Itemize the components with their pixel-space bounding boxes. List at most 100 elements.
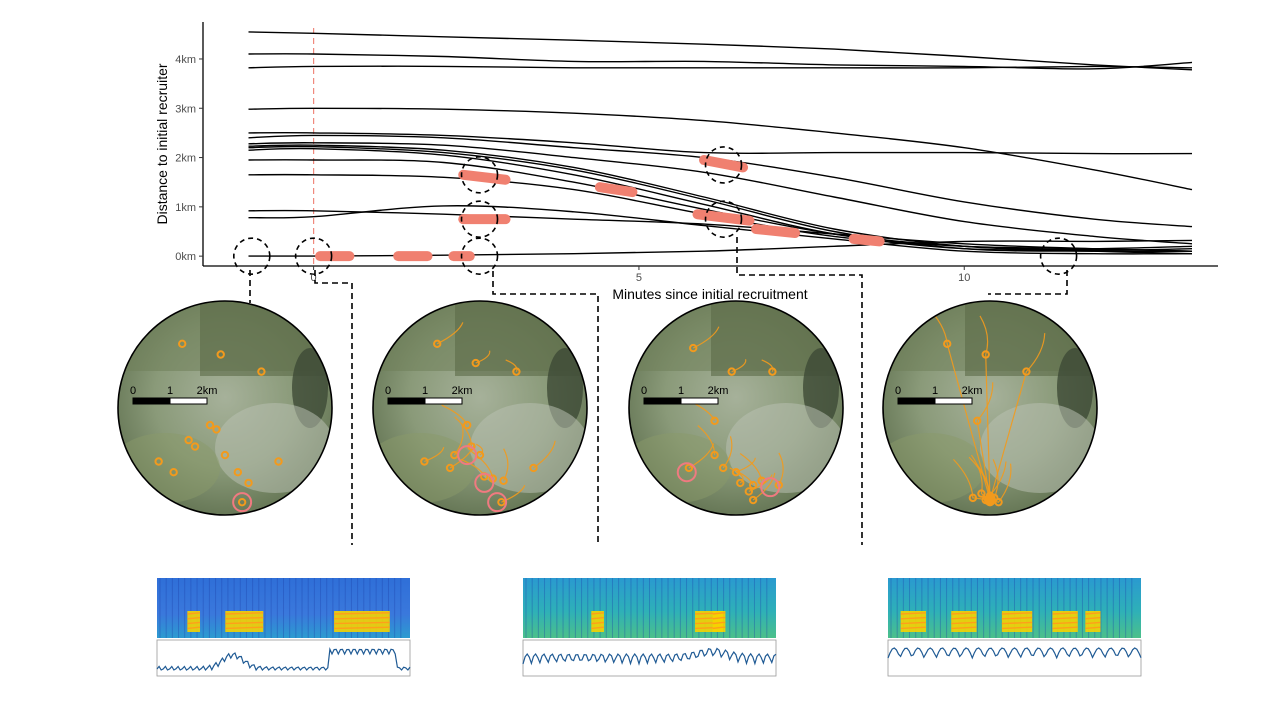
individual-marker — [216, 350, 225, 359]
scale-bar-dark — [387, 397, 426, 405]
spectrogram-harmonic — [591, 612, 605, 615]
terrain-patch — [215, 403, 332, 493]
individual-marker — [710, 416, 719, 426]
spectrogram-harmonic — [951, 626, 977, 630]
individual-marker — [943, 339, 952, 348]
individual-marker — [274, 457, 283, 466]
highlight-segment-10 — [848, 233, 885, 247]
individual-marker — [748, 495, 758, 505]
spectrogram-harmonic — [900, 612, 926, 615]
individual-marker — [744, 487, 754, 496]
zoom-marker-8 — [1039, 237, 1078, 275]
individual-marker — [462, 420, 472, 430]
individual-marker — [736, 478, 745, 488]
scale-bar-dark — [132, 397, 171, 405]
spectrogram-energy — [591, 611, 604, 632]
movement-track — [761, 359, 774, 372]
spectrogram-energy — [1085, 611, 1101, 632]
spectrogram-energy — [712, 611, 723, 632]
spectrogram-harmonic — [1085, 626, 1101, 630]
map-border — [628, 300, 844, 516]
spectrogram-energy — [1052, 611, 1078, 632]
terrain-patch — [883, 433, 985, 503]
scale-bar-dark — [643, 397, 682, 405]
spectrogram-panel-1 — [156, 578, 411, 677]
individual-marker — [1022, 367, 1031, 376]
spectrogram-harmonic — [1001, 621, 1033, 625]
spectrogram-harmonic — [591, 616, 605, 620]
y-tick-label: 2km — [175, 153, 196, 165]
spectrogram-harmonic — [1052, 612, 1078, 615]
series-line-5 — [248, 132, 1193, 155]
waveform-background — [887, 639, 1142, 677]
spectrogram-harmonic — [712, 612, 723, 615]
waveform-trace — [522, 647, 777, 666]
map-border — [117, 300, 333, 516]
waveform-trace — [156, 647, 411, 672]
spectrogram-harmonic — [712, 616, 723, 620]
individual-marker — [731, 468, 741, 477]
spectrogram-harmonic — [187, 612, 201, 615]
spectrogram-energy — [225, 611, 264, 632]
recruiter-highlight — [474, 472, 495, 493]
individual-marker — [154, 457, 163, 466]
series-line-2 — [248, 53, 1193, 70]
spectrogram-harmonic — [1085, 621, 1101, 625]
individual-marker — [977, 489, 986, 498]
spectrogram-energy — [334, 611, 390, 632]
scale-bar-dark — [897, 397, 936, 405]
group-cluster — [984, 494, 996, 507]
x-axis-label: Minutes since initial recruitment — [612, 286, 807, 302]
map-border — [882, 300, 1098, 516]
individual-marker — [471, 358, 480, 368]
connector-line — [988, 270, 1068, 295]
y-axis-label: Distance to initial recruiter — [154, 63, 170, 224]
series-line-3 — [248, 65, 1193, 69]
highlight-segment-7 — [698, 155, 749, 173]
terrain-patch — [980, 403, 1097, 493]
spectrogram-energy — [951, 611, 977, 632]
spectrogram-harmonic — [1001, 626, 1033, 630]
recruiter-highlight — [676, 462, 697, 483]
y-tick-label: 1km — [175, 202, 196, 214]
map-inset-3: 0 1 2km — [628, 300, 844, 516]
spectrogram-harmonic — [187, 626, 201, 630]
zoom-marker-1 — [232, 237, 271, 275]
spectrogram-harmonic — [951, 621, 977, 625]
map-inset-1: 0 1 2km — [117, 300, 333, 516]
zoom-marker-7 — [704, 200, 743, 238]
highlight-segment-4 — [458, 169, 511, 185]
x-tick-label: 10 — [958, 272, 970, 284]
scale-bar-label: 1 — [422, 385, 428, 397]
spectrogram-energy — [900, 611, 926, 632]
individual-marker — [981, 350, 990, 359]
x-tick-label: 0 — [311, 272, 317, 284]
scale-bar-label: 0 — [895, 385, 901, 397]
scale-bar-light — [424, 397, 463, 405]
spectrogram-energy — [187, 611, 201, 632]
zoom-marker-2 — [294, 237, 333, 275]
movement-track — [475, 443, 484, 456]
individual-marker — [190, 442, 200, 451]
scale-bar-label: 2km — [197, 385, 218, 397]
scale-bar-label: 0 — [130, 385, 136, 397]
individual-marker — [184, 435, 193, 445]
distance-line-chart: 0 5 10 0km 1km 2km 3km 4km Minutes since initia… — [154, 22, 1218, 302]
individual-marker — [499, 476, 508, 485]
y-tick-label: 3km — [175, 103, 196, 115]
spectrogram-harmonic — [712, 621, 723, 625]
spectrogram-harmonic — [1052, 621, 1078, 625]
spectrogram-background — [523, 578, 776, 638]
map-border — [372, 300, 588, 516]
spectrogram-harmonic — [225, 621, 264, 625]
series-lines-layer — [248, 31, 1193, 257]
spectrogram-panel-2 — [522, 578, 777, 677]
scale-bar-label: 1 — [932, 385, 938, 397]
series-line-13 — [248, 209, 1193, 252]
connector-line — [736, 237, 863, 545]
individual-marker — [220, 450, 230, 460]
series-line-9 — [248, 145, 1193, 253]
spectrogram-harmonic — [900, 626, 926, 630]
individual-marker — [968, 493, 978, 503]
y-tick-label: 4km — [175, 54, 196, 66]
